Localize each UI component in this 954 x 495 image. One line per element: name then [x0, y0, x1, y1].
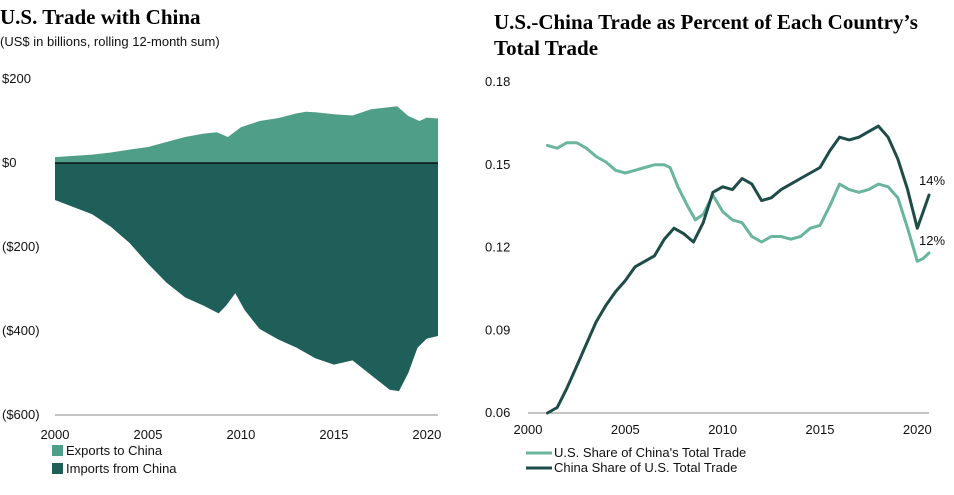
left-x-tick-label: 2020 [412, 427, 441, 442]
right-y-tick-label: 0.06 [485, 405, 510, 420]
left-y-tick-label: $0 [2, 155, 16, 170]
legend-swatch-imports [52, 463, 63, 474]
legend-label: U.S. Share of China's Total Trade [554, 445, 746, 460]
right-x-tick-label: 2005 [611, 422, 640, 437]
legend-label: Imports from China [66, 461, 177, 476]
right-x-tick-label: 2010 [708, 422, 737, 437]
legend-label: Exports to China [66, 443, 163, 458]
area-series-imports [55, 163, 438, 392]
left-y-tick-label: ($400) [2, 323, 40, 338]
left-y-tick-label: $200 [2, 71, 31, 86]
area-series-exports [55, 106, 438, 163]
legend-swatch-exports [52, 445, 63, 456]
right-chart-title: U.S.-China Trade as Percent of Each Coun… [494, 10, 918, 60]
right-x-tick-label: 2020 [903, 422, 932, 437]
left-area-chart: $200 $0 ($200) ($400) ($600)2000 2005 2010 2015… [2, 71, 441, 476]
right-x-tick-label: 2015 [806, 422, 835, 437]
line-series-us-share [546, 141, 931, 263]
right-y-tick-label: 0.18 [485, 74, 510, 89]
left-x-tick-label: 2005 [134, 427, 163, 442]
right-y-tick-label: 0.15 [485, 157, 510, 172]
legend-label: China Share of U.S. Total Trade [554, 460, 737, 475]
right-y-tick-label: 0.09 [485, 322, 510, 337]
left-chart-title: U.S. Trade with China [0, 5, 201, 29]
end-label-china-share: 14% [919, 173, 945, 188]
end-label-us-share: 12% [919, 233, 945, 248]
right-x-tick-label: 2000 [514, 422, 543, 437]
left-x-tick-label: 2010 [226, 427, 255, 442]
left-chart-subtitle: (US$ in billions, rolling 12-month sum) [0, 34, 220, 49]
line-series-china-share [546, 124, 931, 415]
left-y-tick-label: ($200) [2, 239, 40, 254]
right-y-tick-label: 0.12 [485, 240, 510, 255]
left-x-tick-label: 2000 [41, 427, 70, 442]
right-line-chart: 12% 14% 0.18 0.15 0.12 0.09 0.06 2000 2005 2010 20… [485, 74, 945, 475]
left-x-tick-label: 2015 [319, 427, 348, 442]
left-y-tick-label: ($600) [2, 407, 40, 422]
